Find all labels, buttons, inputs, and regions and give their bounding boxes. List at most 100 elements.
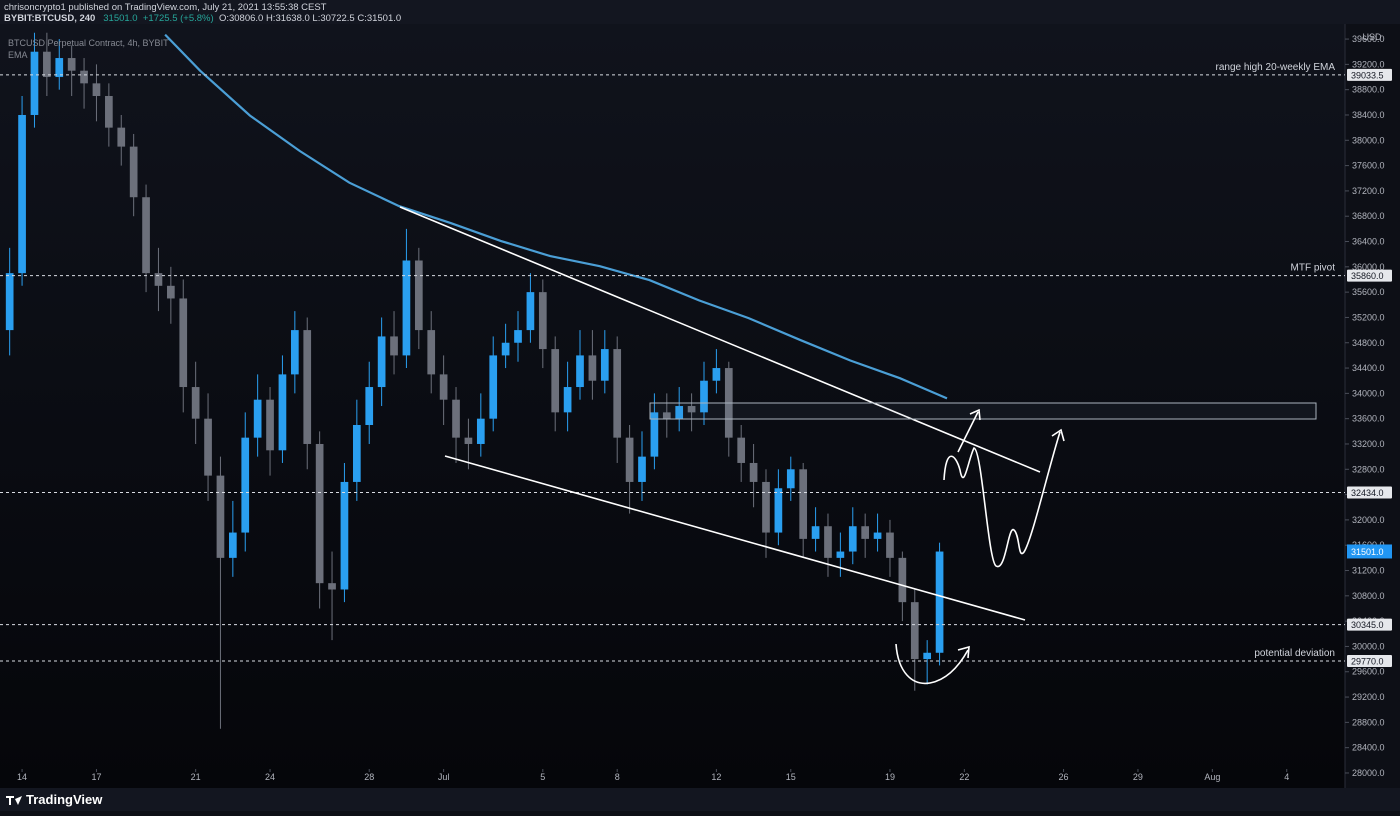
y-tick-label: 32800.0 xyxy=(1352,464,1385,474)
candle-body xyxy=(464,437,473,444)
level-text: potential deviation xyxy=(1254,648,1335,659)
candle-body xyxy=(315,443,324,584)
candle-body xyxy=(700,380,708,413)
candle-body xyxy=(898,557,907,603)
candle-body xyxy=(216,475,225,558)
candle-body xyxy=(600,349,609,381)
y-tick-label: 32000.0 xyxy=(1352,515,1385,525)
level-price-box xyxy=(1347,486,1392,499)
candle-body xyxy=(241,437,250,533)
symbol-line: BYBIT:BTCUSD, 240 31501.0 +1725.5 (+5.8%… xyxy=(4,13,401,24)
y-tick-label: 30000.0 xyxy=(1352,641,1385,651)
level-text: range high 20-weekly EMA xyxy=(1215,62,1335,73)
candle-body xyxy=(402,260,411,356)
candle-body xyxy=(538,292,547,350)
y-tick-label: 34400.0 xyxy=(1352,363,1385,373)
symbol: BYBIT:BTCUSD, 240 xyxy=(4,13,96,24)
level-price-label: 32434.0 xyxy=(1351,488,1384,498)
candle-body xyxy=(105,96,113,128)
candle-body xyxy=(229,532,237,558)
y-tick-label: 38800.0 xyxy=(1352,85,1385,95)
y-tick-label: 36400.0 xyxy=(1352,237,1385,247)
brand-icon xyxy=(6,796,22,805)
arrow-up xyxy=(957,408,981,453)
x-tick-label: 28 xyxy=(364,772,374,782)
y-tick-label: 30800.0 xyxy=(1352,591,1385,601)
legend-title: BTCUSD Perpetual Contract, 4h, BYBIT xyxy=(8,38,169,48)
y-tick-label: 34800.0 xyxy=(1352,338,1385,348)
candle-body xyxy=(414,260,423,331)
x-tick-label: 19 xyxy=(885,772,895,782)
published-line: chrisoncrypto1 published on TradingView.… xyxy=(4,2,327,13)
candle-body xyxy=(80,70,88,84)
candle-body xyxy=(129,146,138,198)
x-tick-label: Aug xyxy=(1204,772,1220,782)
y-tick-label: 28400.0 xyxy=(1352,743,1385,753)
candle-body xyxy=(204,418,212,476)
candle-body xyxy=(861,526,870,539)
candle-body xyxy=(427,330,436,375)
candle-body xyxy=(377,336,386,388)
x-tick-label: 29 xyxy=(1133,772,1143,782)
candle-body xyxy=(625,437,634,482)
level-price-label: 39033.5 xyxy=(1351,70,1384,80)
level-price-label: 30345.0 xyxy=(1351,620,1384,630)
candle-body xyxy=(476,418,485,444)
y-tick-label: 39600.0 xyxy=(1352,34,1385,44)
candle-body xyxy=(501,342,510,356)
candle-body xyxy=(452,399,460,438)
footer: TradingView xyxy=(0,788,1400,811)
candle-body xyxy=(191,387,200,419)
ema-line xyxy=(164,33,948,400)
candle-body xyxy=(923,652,932,660)
candle-body xyxy=(154,273,163,286)
candle-body xyxy=(253,399,262,438)
candle-body xyxy=(786,469,795,489)
candle-body xyxy=(650,412,659,457)
level-text: MTF pivot xyxy=(1291,263,1336,274)
candle-body xyxy=(179,298,188,388)
zone-box xyxy=(649,402,1317,420)
candle-body xyxy=(675,406,684,419)
candle-body xyxy=(142,197,150,274)
candle-body xyxy=(774,488,783,533)
candle-body xyxy=(687,406,696,413)
y-tick-label: 36000.0 xyxy=(1352,262,1385,272)
x-tick-label: 15 xyxy=(786,772,796,782)
candle-body xyxy=(873,532,882,539)
y-tick-label: 36800.0 xyxy=(1352,211,1385,221)
y-unit: USD xyxy=(1362,32,1382,42)
y-tick-label: 28800.0 xyxy=(1352,717,1385,727)
candle-body xyxy=(526,292,535,331)
candle-body xyxy=(18,114,26,274)
y-tick-label: 33600.0 xyxy=(1352,414,1385,424)
x-tick-label: 22 xyxy=(959,772,969,782)
candle-body xyxy=(613,349,622,438)
x-tick-label: 5 xyxy=(540,772,545,782)
last-price-box xyxy=(1347,544,1392,559)
x-tick-label: 26 xyxy=(1059,772,1069,782)
last-price-label: 31501.0 xyxy=(1351,547,1384,557)
level-price-box xyxy=(1347,618,1392,631)
candle-body xyxy=(340,481,349,590)
candle-body xyxy=(588,355,597,381)
y-tick-label: 37200.0 xyxy=(1352,186,1385,196)
drawings xyxy=(399,206,1317,685)
candle-body xyxy=(749,462,758,482)
legend-ema: EMA xyxy=(8,50,28,60)
scenario-path xyxy=(943,428,1065,567)
candle-body xyxy=(662,412,671,419)
x-tick-label: 17 xyxy=(91,772,101,782)
x-tick-label: Jul xyxy=(438,772,450,782)
candle-body xyxy=(55,58,64,78)
y-tick-label: 33200.0 xyxy=(1352,439,1385,449)
candle-body xyxy=(638,456,646,482)
brand-logo: TradingView xyxy=(6,792,103,807)
candle-body xyxy=(303,330,312,444)
header: chrisoncrypto1 published on TradingView.… xyxy=(0,0,1400,24)
candle-body xyxy=(67,58,76,71)
level-price-label: 29770.0 xyxy=(1351,656,1384,666)
y-tick-label: 34000.0 xyxy=(1352,388,1385,398)
candle-body xyxy=(290,330,299,375)
